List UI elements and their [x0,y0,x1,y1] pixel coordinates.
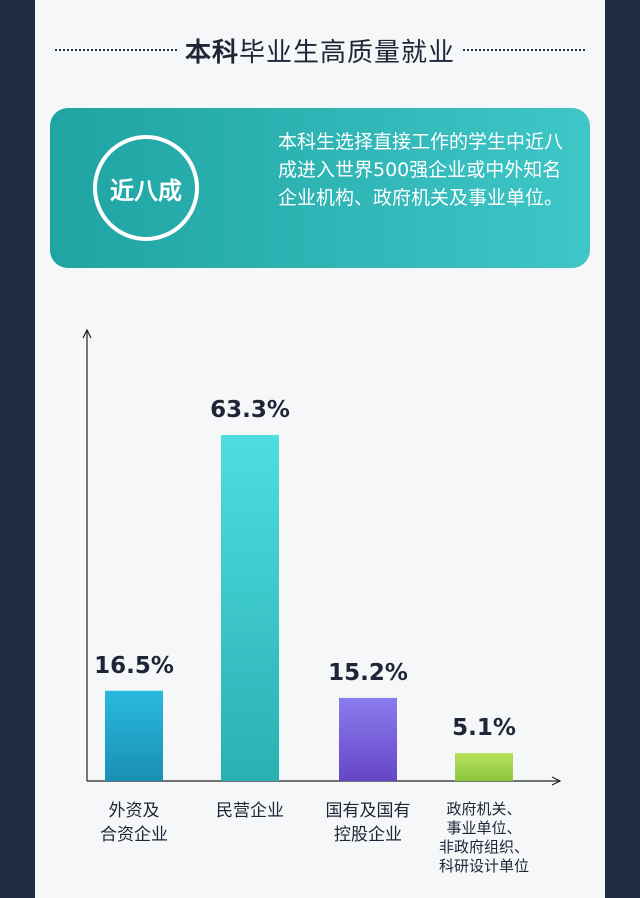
highlight-banner: 近八成 本科生选择直接工作的学生中近八成进入世界500强企业或中外知名企业机构、… [50,108,590,268]
category-label-3: 国有及国有 控股企业 [325,801,411,845]
section-header: 本科毕业生高质量就业 [55,30,585,70]
banner-description: 本科生选择直接工作的学生中近八成进入世界500强企业或中外知名企业机构、政府机关… [278,131,564,209]
category-label-1: 外资及 合资企业 [100,801,168,845]
y-axis-arrow [82,328,92,339]
bar-1 [105,690,163,781]
value-label-3: 15.2% [328,660,408,686]
right-dotted-rule [463,49,585,51]
bar-2 [221,434,279,781]
bar-4 [455,753,513,781]
page-title: 本科毕业生高质量就业 [177,32,463,69]
chart-canvas: 16.5% 63.3% 15.2% 5.1% [82,328,562,786]
bar-3 [339,697,397,781]
badge-text: 近八成 [110,176,182,205]
value-label-2: 63.3% [210,397,290,423]
title-rest-part: 毕业生高质量就业 [239,37,456,68]
badge-circle: 近八成 [93,135,199,241]
category-label-4: 政府机关、 事业单位、 非政府组织、 科研设计单位 [438,800,529,875]
employment-bar-chart: 16.5% 63.3% 15.2% 5.1% 外资及 合资企业 民营企业 国有及国有 控股… [35,0,605,898]
value-label-4: 5.1% [452,715,516,741]
title-bold-part: 本科 [184,37,239,68]
value-label-1: 16.5% [94,653,174,679]
content-card: 本科毕业生高质量就业 近八成 本科生选择直接工作的学生中近八成进入世界500强企… [35,0,605,898]
x-axis-arrow [551,776,562,786]
category-label-2: 民营企业 [216,801,284,821]
left-dotted-rule [55,49,177,51]
